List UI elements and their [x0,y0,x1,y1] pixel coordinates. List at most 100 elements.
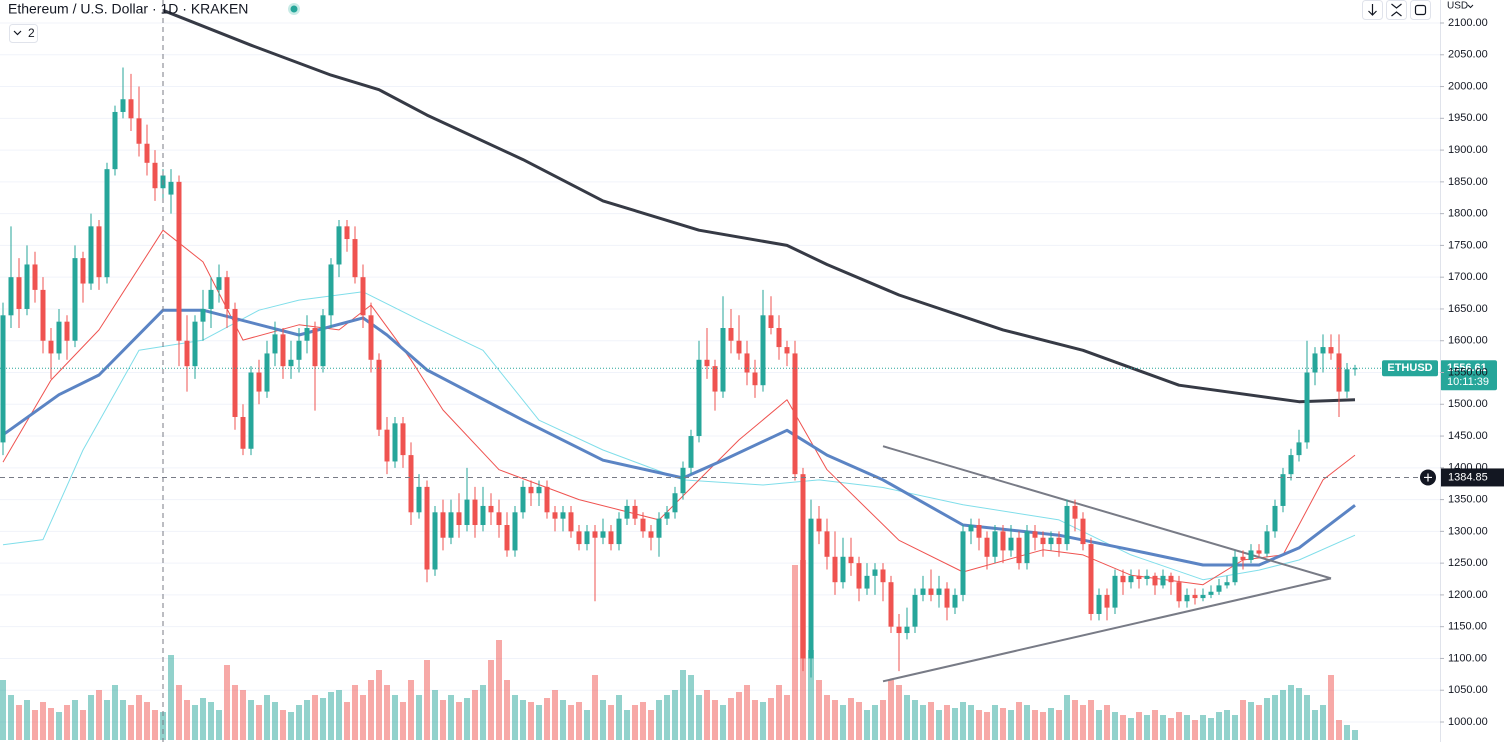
candle-body [576,531,582,545]
candle-body [624,505,630,519]
volume-bar [872,705,878,740]
candle-body [1112,575,1118,608]
candle-body [656,518,662,538]
volume-bar [344,702,350,740]
volume-bar [280,710,286,740]
volume-bar [376,670,382,740]
candle-body [120,99,126,112]
candle-body [360,277,366,316]
y-tick-label: 1750.00 [1448,239,1488,251]
volume-bar [824,695,830,740]
volume-bar [32,710,38,740]
volume-bar [544,698,550,740]
volume-bar [408,680,414,740]
candle-body [384,429,390,462]
y-tick-label: 1100.00 [1448,652,1487,664]
candle-body [848,556,854,564]
candle-body [568,512,574,532]
volume-bar [1048,708,1054,740]
trend-line [882,577,1332,683]
candle-body [432,512,438,570]
volume-bar [552,690,558,740]
volume-bar [1304,695,1310,740]
y-tick-label: 1550.00 [1448,366,1488,378]
volume-bar [400,702,406,740]
candle-body [744,353,750,373]
volume-bar [504,680,510,740]
candle-body [888,582,894,627]
grid [0,22,1440,723]
volume-bar [912,700,918,740]
candle-body [976,525,982,538]
volume-bar [360,695,366,740]
volume-bar [240,690,246,740]
volume-bar [616,695,622,740]
volume-bar [944,705,950,740]
volume-bar [528,702,534,740]
candle-body [1312,353,1318,373]
volume-bar [680,670,686,740]
volume-bar [672,690,678,740]
volume-bar [1000,708,1006,740]
volume-bar [1072,700,1078,740]
volume-bar [632,705,638,740]
candle-body [528,486,534,494]
volume-bar [24,700,30,740]
candle-body [256,372,262,392]
y-tick-label: 1950.00 [1448,112,1488,124]
volume-bar [1064,695,1070,740]
candle-body [48,340,54,354]
volume-bar [384,685,390,740]
volume-bar [88,695,94,740]
indicator-toggle[interactable] [9,24,38,43]
volume-bar [184,700,190,740]
volume-bar [920,705,926,740]
last-price-label: 1556.61 [1447,362,1487,374]
volume-bar [952,708,958,740]
volume-bar [224,665,230,740]
volume-bar [840,705,846,740]
volume-bar [1336,720,1342,740]
volume-bar [232,685,238,740]
y-tick-label: 2050.00 [1448,49,1488,61]
volume-bar [1264,698,1270,740]
volume-bar [104,700,110,740]
candle-body [392,423,398,462]
volume-bar [200,698,206,740]
candle-body [488,505,494,513]
chart-title: Ethereum / U.S. Dollar · 1D · KRAKEN [8,1,248,17]
candle-body [1104,594,1110,608]
y-tick-label: 1700.00 [1448,271,1488,283]
candle-body [144,143,150,163]
add-alert-button[interactable] [1420,469,1436,486]
candle-body [216,277,222,290]
candle-body [1032,531,1038,538]
candle-body [688,436,694,468]
volume-bar [128,705,134,740]
currency-label[interactable]: USD [1447,1,1468,12]
volume-bar [312,695,318,740]
volume-bar [160,712,166,740]
maximize-button[interactable] [1410,0,1431,20]
status-dot [290,5,298,13]
collapse-button[interactable] [1386,0,1407,20]
volume-bar [736,692,742,740]
candle-body [928,588,934,595]
candle-body [184,340,190,367]
candle-body [1224,582,1230,586]
volume-bar [272,702,278,740]
candle-body [168,181,174,195]
candle-body [192,321,198,367]
volume-bar [264,695,270,740]
y-tick-label: 1250.00 [1448,557,1488,569]
volume-bar [392,695,398,740]
volume-bar [120,700,126,740]
volume-bar [752,700,758,740]
countdown-label: 10:11:39 [1447,376,1489,388]
candle-body [784,347,790,354]
volume-bar [1208,718,1214,740]
volume-bar [576,702,582,740]
volume-bar [832,700,838,740]
candle-body [1216,585,1222,592]
volume-bar [968,705,974,740]
